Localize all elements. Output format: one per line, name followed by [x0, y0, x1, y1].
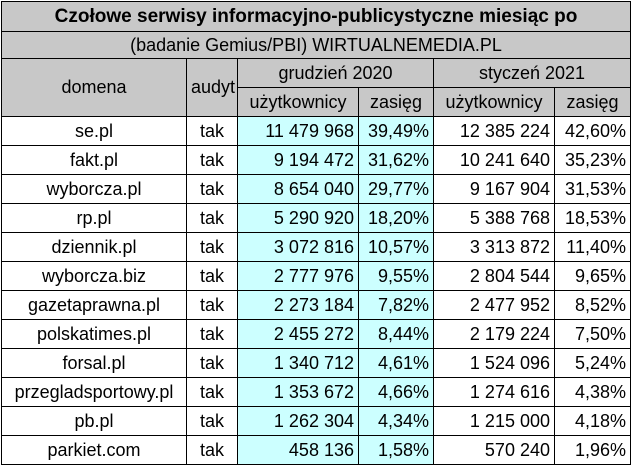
reach-jan-cell: 35,23% — [553, 145, 631, 175]
users-jan-cell: 2 477 952 — [433, 290, 555, 320]
audit-cell: tak — [186, 290, 238, 320]
table-row: dziennik.pl tak 3 072 816 10,57% 3 313 872 11… — [1, 232, 631, 262]
table-title: Czołowe serwisy informacyjno-publicystyc… — [0, 1, 631, 32]
table-row: wyborcza.biz tak 2 777 976 9,55% 2 804 544 9,… — [1, 261, 631, 291]
table-row: parkiet.com tak 458 136 1,58% 570 240 1,96% — [1, 435, 631, 465]
reach-dec-cell: 31,62% — [358, 145, 434, 175]
domain-cell: rp.pl — [1, 203, 187, 233]
audit-cell: tak — [186, 319, 238, 349]
audit-cell: tak — [186, 261, 238, 291]
header-users-2: użytkownicy — [433, 87, 555, 117]
audit-cell: tak — [186, 145, 238, 175]
table-row: polskatimes.pl tak 2 455 272 8,44% 2 179 224… — [1, 319, 631, 349]
users-jan-cell: 2 804 544 — [433, 261, 555, 291]
users-jan-cell: 5 388 768 — [433, 203, 555, 233]
reach-jan-cell: 18,53% — [553, 203, 631, 233]
users-dec-cell: 3 072 816 — [237, 232, 359, 262]
reach-dec-cell: 7,82% — [358, 290, 434, 320]
users-jan-cell: 10 241 640 — [433, 145, 555, 175]
domain-cell: pb.pl — [1, 406, 187, 436]
audit-cell: tak — [186, 203, 238, 233]
table-row: fakt.pl tak 9 194 472 31,62% 10 241 640 35,23… — [1, 145, 631, 175]
reach-dec-cell: 1,58% — [358, 435, 434, 465]
users-dec-cell: 2 273 184 — [237, 290, 359, 320]
users-jan-cell: 1 524 096 — [433, 348, 555, 378]
reach-jan-cell: 9,65% — [553, 261, 631, 291]
audit-cell: tak — [186, 435, 238, 465]
users-dec-cell: 8 654 040 — [237, 174, 359, 204]
reach-dec-cell: 18,20% — [358, 203, 434, 233]
audit-cell: tak — [186, 377, 238, 407]
domain-cell: parkiet.com — [1, 435, 187, 465]
reach-jan-cell: 31,53% — [553, 174, 631, 204]
table-row: rp.pl tak 5 290 920 18,20% 5 388 768 18,53% — [1, 203, 631, 233]
reach-jan-cell: 4,18% — [553, 406, 631, 436]
domain-cell: se.pl — [1, 116, 187, 146]
reach-jan-cell: 8,52% — [553, 290, 631, 320]
users-dec-cell: 1 353 672 — [237, 377, 359, 407]
users-jan-cell: 570 240 — [433, 435, 555, 465]
audit-cell: tak — [186, 116, 238, 146]
header-period-2: styczeń 2021 — [432, 58, 631, 88]
users-dec-cell: 458 136 — [237, 435, 359, 465]
users-dec-cell: 11 479 968 — [237, 116, 359, 146]
reach-dec-cell: 9,55% — [358, 261, 434, 291]
reach-dec-cell: 10,57% — [358, 232, 434, 262]
header-row-2: użytkownicy zasięg użytkownicy zasięg — [2, 87, 631, 117]
users-dec-cell: 2 777 976 — [237, 261, 359, 291]
reach-jan-cell: 42,60% — [553, 116, 631, 146]
domain-cell: gazetaprawna.pl — [1, 290, 187, 320]
header-domain: domena — [1, 58, 187, 117]
domain-cell: przegladsportowy.pl — [1, 377, 187, 407]
reach-dec-cell: 29,77% — [358, 174, 434, 204]
table-row: przegladsportowy.pl tak 1 353 672 4,66% 1 27… — [1, 377, 631, 407]
table-row: pb.pl tak 1 262 304 4,34% 1 215 000 4,18% — [1, 406, 631, 436]
users-dec-cell: 1 262 304 — [237, 406, 359, 436]
users-jan-cell: 12 385 224 — [433, 116, 555, 146]
audit-cell: tak — [186, 232, 238, 262]
users-dec-cell: 9 194 472 — [237, 145, 359, 175]
header-reach-2: zasięg — [553, 87, 631, 117]
reach-dec-cell: 4,34% — [358, 406, 434, 436]
users-jan-cell: 9 167 904 — [433, 174, 555, 204]
reach-dec-cell: 4,61% — [358, 348, 434, 378]
audit-cell: tak — [186, 174, 238, 204]
table-subtitle: (badanie Gemius/PBI) WIRTUALNEMEDIA.PL — [0, 31, 631, 59]
reach-dec-cell: 39,49% — [358, 116, 434, 146]
users-dec-cell: 5 290 920 — [237, 203, 359, 233]
users-dec-cell: 2 455 272 — [237, 319, 359, 349]
domain-cell: fakt.pl — [1, 145, 187, 175]
domain-cell: dziennik.pl — [1, 232, 187, 262]
users-dec-cell: 1 340 712 — [237, 348, 359, 378]
users-jan-cell: 1 274 616 — [433, 377, 555, 407]
table-row: forsal.pl tak 1 340 712 4,61% 1 524 096 5,24% — [1, 348, 631, 378]
reach-dec-cell: 4,66% — [358, 377, 434, 407]
table-row: wyborcza.pl tak 8 654 040 29,77% 9 167 904 31… — [1, 174, 631, 204]
reach-jan-cell: 7,50% — [553, 319, 631, 349]
table-row: gazetaprawna.pl tak 2 273 184 7,82% 2 477 95… — [1, 290, 631, 320]
audit-cell: tak — [186, 406, 238, 436]
domain-cell: wyborcza.biz — [1, 261, 187, 291]
table-row: se.pl tak 11 479 968 39,49% 12 385 224 42,60% — [1, 116, 631, 146]
header-row-1: domena audyt grudzień 2020 styczeń 2021 — [1, 58, 631, 117]
title-row: Czołowe serwisy informacyjno-publicystyc… — [0, 1, 631, 32]
header-audit: audyt — [186, 58, 238, 117]
domain-cell: forsal.pl — [1, 348, 187, 378]
header-users-1: użytkownicy — [237, 87, 359, 117]
reach-jan-cell: 5,24% — [553, 348, 631, 378]
reach-jan-cell: 1,96% — [553, 435, 631, 465]
subtitle-row: (badanie Gemius/PBI) WIRTUALNEMEDIA.PL — [0, 31, 631, 59]
reach-jan-cell: 11,40% — [553, 232, 631, 262]
reach-dec-cell: 8,44% — [358, 319, 434, 349]
domain-cell: wyborcza.pl — [1, 174, 187, 204]
users-jan-cell: 2 179 224 — [433, 319, 555, 349]
users-jan-cell: 1 215 000 — [433, 406, 555, 436]
header-period-1: grudzień 2020 — [237, 58, 434, 88]
users-jan-cell: 3 313 872 — [433, 232, 555, 262]
header-reach-1: zasięg — [358, 87, 434, 117]
domain-cell: polskatimes.pl — [1, 319, 187, 349]
reach-jan-cell: 4,38% — [553, 377, 631, 407]
audit-cell: tak — [186, 348, 238, 378]
